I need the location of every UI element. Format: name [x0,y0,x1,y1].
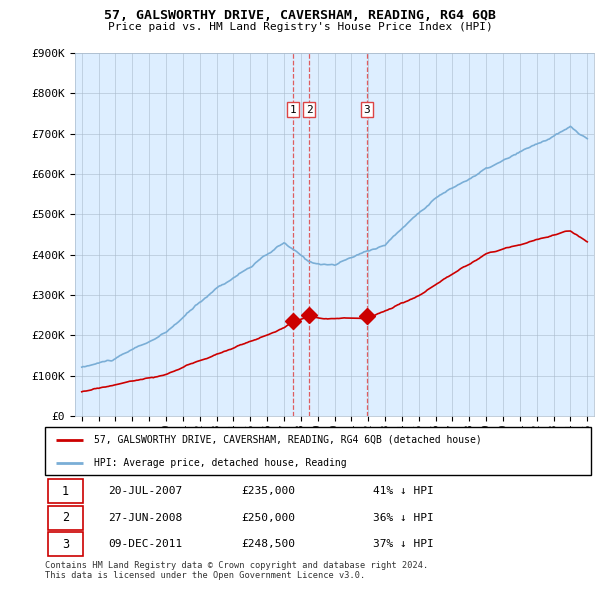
Text: Price paid vs. HM Land Registry's House Price Index (HPI): Price paid vs. HM Land Registry's House … [107,22,493,32]
Text: 3: 3 [62,537,69,550]
Text: 2: 2 [62,511,69,525]
Text: 3: 3 [364,104,370,114]
Text: £250,000: £250,000 [242,513,296,523]
Text: Contains HM Land Registry data © Crown copyright and database right 2024.: Contains HM Land Registry data © Crown c… [45,560,428,569]
Bar [48,532,83,556]
Text: HPI: Average price, detached house, Reading: HPI: Average price, detached house, Read… [94,458,347,468]
Text: 2: 2 [305,104,313,114]
Text: £235,000: £235,000 [242,486,296,496]
Text: 37% ↓ HPI: 37% ↓ HPI [373,539,433,549]
Text: This data is licensed under the Open Government Licence v3.0.: This data is licensed under the Open Gov… [45,571,365,580]
Text: 57, GALSWORTHY DRIVE, CAVERSHAM, READING, RG4 6QB: 57, GALSWORTHY DRIVE, CAVERSHAM, READING… [104,9,496,22]
Text: £248,500: £248,500 [242,539,296,549]
Text: 1: 1 [290,104,296,114]
Text: 27-JUN-2008: 27-JUN-2008 [108,513,182,523]
Text: 36% ↓ HPI: 36% ↓ HPI [373,513,433,523]
Text: 1: 1 [62,485,69,498]
Text: 57, GALSWORTHY DRIVE, CAVERSHAM, READING, RG4 6QB (detached house): 57, GALSWORTHY DRIVE, CAVERSHAM, READING… [94,435,482,445]
Bar [48,480,83,503]
Text: 09-DEC-2011: 09-DEC-2011 [108,539,182,549]
Text: 20-JUL-2007: 20-JUL-2007 [108,486,182,496]
Text: 41% ↓ HPI: 41% ↓ HPI [373,486,433,496]
Bar [48,506,83,530]
